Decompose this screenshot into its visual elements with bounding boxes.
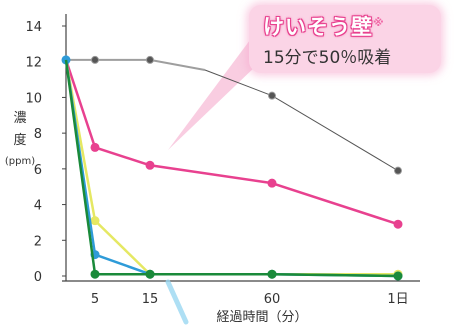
y-axis-label-char: 度	[13, 132, 26, 148]
callout-subtitle: 15分で50％吸着	[263, 48, 392, 68]
series-line	[64, 59, 399, 278]
pointer-arrow-decoration	[165, 279, 189, 325]
x-tick-label: 1日	[387, 292, 408, 307]
series-line	[64, 59, 398, 276]
series-layer	[61, 55, 403, 281]
x-tick-label: 5	[91, 292, 99, 307]
data-point	[90, 269, 100, 279]
series-group	[64, 59, 403, 229]
y-tick-label: 0	[34, 270, 42, 285]
series-group	[64, 59, 403, 281]
x-tick-label: 15	[142, 292, 159, 307]
y-axis-title: 濃度 (ppm)	[5, 111, 35, 167]
y-tick-label: 8	[34, 127, 42, 142]
data-point	[268, 91, 276, 100]
y-tick-label: 14	[25, 20, 42, 35]
callout-title: けいそう壁※	[263, 15, 385, 39]
data-point	[145, 160, 155, 170]
data-point	[91, 55, 99, 64]
x-axis-title: 経過時間（分）	[216, 310, 307, 325]
series-group	[64, 59, 403, 279]
series-group	[61, 55, 403, 281]
data-point	[393, 271, 403, 281]
y-tick-label: 12	[25, 56, 42, 71]
x-tick-label: 60	[264, 292, 281, 307]
data-point	[146, 55, 154, 64]
axes: 0 2 4 6 8 10 12 14 5 15 60 1日	[25, 14, 420, 307]
callout-pointer	[168, 40, 258, 150]
y-axis-label-unit: (ppm)	[5, 156, 35, 167]
data-point	[90, 142, 100, 152]
callout-note-mark: ※	[373, 16, 385, 29]
series-line	[66, 58, 206, 71]
data-point	[145, 269, 155, 279]
data-point	[394, 166, 402, 175]
x-axis-title-group: 経過時間（分）	[165, 279, 308, 325]
series-line	[64, 59, 399, 278]
callout-box: けいそう壁※ 15分で50％吸着	[249, 5, 441, 73]
data-point	[393, 219, 403, 229]
y-tick-label: 4	[34, 199, 42, 214]
series-group	[66, 55, 402, 175]
callout-pointer-wedge	[168, 40, 258, 150]
y-tick-label: 6	[34, 163, 42, 178]
y-tick-label: 2	[34, 234, 42, 249]
data-point	[90, 216, 100, 226]
data-point	[267, 178, 277, 188]
data-point	[267, 269, 277, 279]
y-tick-label: 10	[25, 91, 42, 106]
y-axis-label-char: 濃	[13, 111, 26, 126]
